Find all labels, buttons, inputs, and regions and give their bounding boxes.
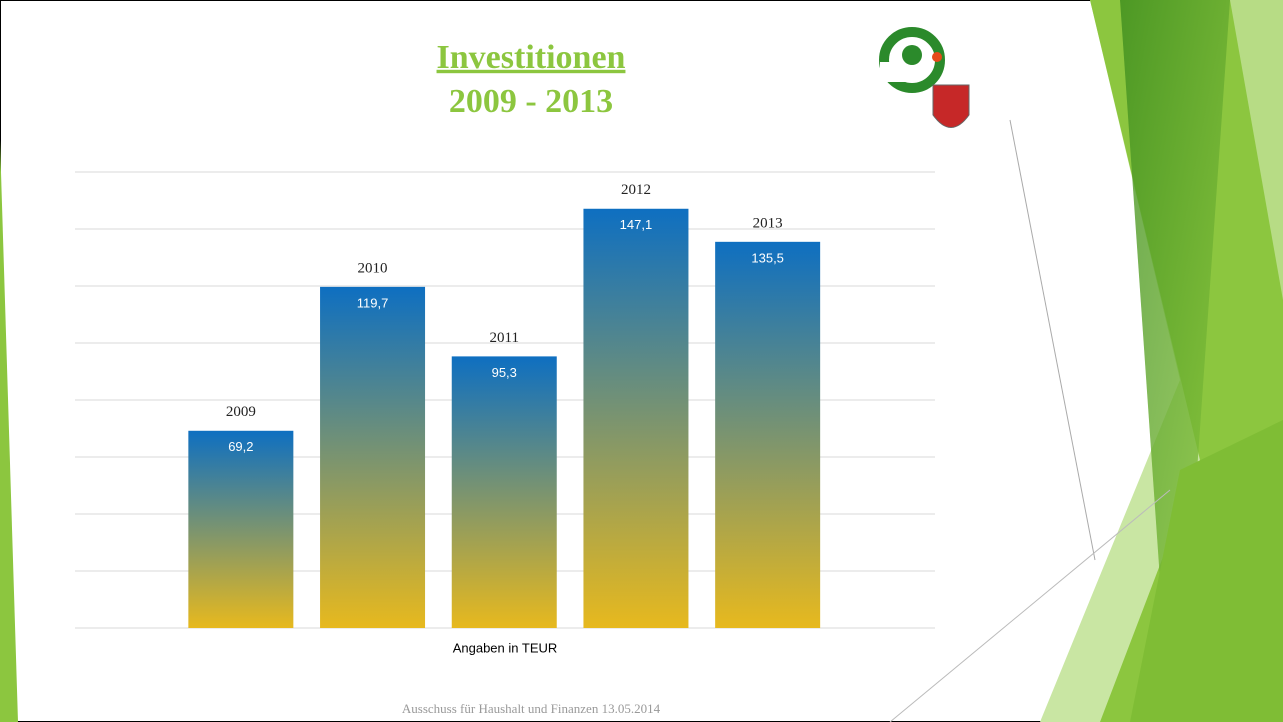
bar <box>715 241 821 628</box>
data-label: 95,3 <box>492 365 517 380</box>
bar <box>451 356 557 628</box>
category-label: 2010 <box>358 260 388 276</box>
logo <box>879 27 970 128</box>
category-label: 2009 <box>226 404 256 420</box>
data-label: 119,7 <box>357 295 389 310</box>
category-label: 2013 <box>753 215 783 231</box>
chart-title: Investitionen <box>437 39 626 76</box>
chart-subtitle: 2009 - 2013 <box>449 83 613 120</box>
footer: Ausschuss für Haushalt und Finanzen 13.0… <box>402 701 661 716</box>
data-label: 135,5 <box>751 250 784 265</box>
data-label: 69,2 <box>228 439 253 454</box>
bar <box>320 286 426 628</box>
x-axis-label: Angaben in TEUR <box>453 640 558 655</box>
data-label: 147,1 <box>620 217 653 232</box>
category-label: 2012 <box>621 182 651 198</box>
bar <box>188 430 294 628</box>
category-label: 2011 <box>490 330 519 346</box>
bar <box>583 208 689 628</box>
